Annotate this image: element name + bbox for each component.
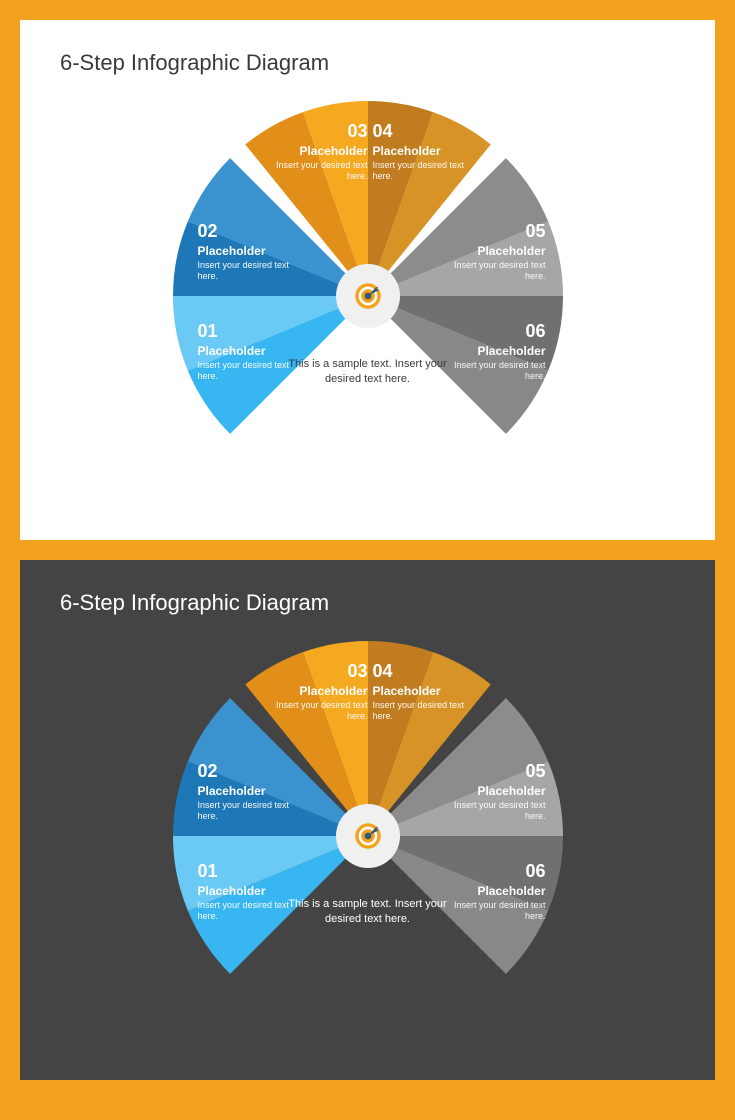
slide-title: 6-Step Infographic Diagram: [60, 590, 675, 616]
step-title: Placeholder: [436, 244, 546, 258]
step-title: Placeholder: [258, 144, 368, 158]
step-desc: Insert your desired text here.: [436, 800, 546, 822]
step-title: Placeholder: [198, 884, 308, 898]
step-number: 03: [258, 121, 368, 142]
step-number: 05: [436, 761, 546, 782]
step-number: 02: [198, 221, 308, 242]
step-number: 04: [373, 121, 483, 142]
step-label-04: 04 Placeholder Insert your desired text …: [373, 121, 483, 182]
step-number: 03: [258, 661, 368, 682]
step-desc: Insert your desired text here.: [436, 360, 546, 382]
step-number: 06: [436, 321, 546, 342]
step-label-01: 01 Placeholder Insert your desired text …: [198, 321, 308, 382]
step-label-06: 06 Placeholder Insert your desired text …: [436, 861, 546, 922]
step-label-03: 03 Placeholder Insert your desired text …: [258, 121, 368, 182]
step-desc: Insert your desired text here.: [198, 800, 308, 822]
center-caption: This is a sample text. Insert your desir…: [288, 357, 448, 387]
step-title: Placeholder: [436, 784, 546, 798]
step-desc: Insert your desired text here.: [198, 360, 308, 382]
step-desc: Insert your desired text here.: [436, 260, 546, 282]
step-title: Placeholder: [198, 344, 308, 358]
step-number: 05: [436, 221, 546, 242]
step-label-02: 02 Placeholder Insert your desired text …: [198, 221, 308, 282]
step-desc: Insert your desired text here.: [198, 260, 308, 282]
slide-light: 6-Step Infographic Diagram This is a sam…: [20, 20, 715, 540]
step-label-03: 03 Placeholder Insert your desired text …: [258, 661, 368, 722]
step-desc: Insert your desired text here.: [436, 900, 546, 922]
infographic-diagram: This is a sample text. Insert your desir…: [158, 626, 578, 1046]
target-icon: [351, 279, 385, 313]
step-label-05: 05 Placeholder Insert your desired text …: [436, 761, 546, 822]
center-caption: This is a sample text. Insert your desir…: [288, 897, 448, 927]
step-number: 06: [436, 861, 546, 882]
step-number: 02: [198, 761, 308, 782]
infographic-diagram: This is a sample text. Insert your desir…: [158, 86, 578, 506]
step-desc: Insert your desired text here.: [258, 700, 368, 722]
step-label-04: 04 Placeholder Insert your desired text …: [373, 661, 483, 722]
step-desc: Insert your desired text here.: [373, 700, 483, 722]
target-icon: [351, 819, 385, 853]
step-number: 01: [198, 861, 308, 882]
step-number: 04: [373, 661, 483, 682]
step-title: Placeholder: [436, 884, 546, 898]
step-label-05: 05 Placeholder Insert your desired text …: [436, 221, 546, 282]
center-hub: [336, 804, 400, 868]
slide-dark: 6-Step Infographic Diagram This is a sam…: [20, 560, 715, 1080]
step-desc: Insert your desired text here.: [373, 160, 483, 182]
slide-title: 6-Step Infographic Diagram: [60, 50, 675, 76]
step-title: Placeholder: [198, 784, 308, 798]
step-label-06: 06 Placeholder Insert your desired text …: [436, 321, 546, 382]
step-number: 01: [198, 321, 308, 342]
step-title: Placeholder: [436, 344, 546, 358]
step-desc: Insert your desired text here.: [198, 900, 308, 922]
step-title: Placeholder: [198, 244, 308, 258]
step-desc: Insert your desired text here.: [258, 160, 368, 182]
step-title: Placeholder: [258, 684, 368, 698]
step-title: Placeholder: [373, 144, 483, 158]
step-title: Placeholder: [373, 684, 483, 698]
center-hub: [336, 264, 400, 328]
step-label-01: 01 Placeholder Insert your desired text …: [198, 861, 308, 922]
step-label-02: 02 Placeholder Insert your desired text …: [198, 761, 308, 822]
